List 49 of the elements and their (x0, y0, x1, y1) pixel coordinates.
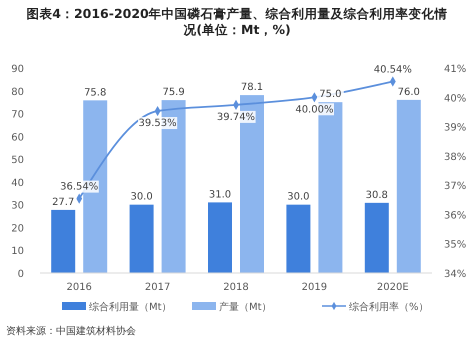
legend-label: 综合利用率（%） (349, 301, 429, 313)
legend-label: 综合利用量（Mt） (89, 301, 172, 313)
data-label: 76.0 (398, 86, 420, 98)
bar (51, 210, 76, 273)
y-tick-label: 70 (11, 110, 24, 121)
data-label: 78.1 (240, 82, 264, 94)
data-label: 39.53% (138, 118, 177, 130)
y2-tick-label: 36% (444, 210, 466, 222)
x-tick-label: 2017 (144, 282, 170, 293)
y2-tick-label: 34% (444, 269, 466, 280)
x-tick-label: 2020E (376, 282, 409, 293)
legend-label: 产量（Mt） (219, 301, 272, 313)
x-tick-label: 2016 (66, 282, 92, 293)
bar (286, 204, 310, 273)
y2-tick-label: 41% (444, 64, 466, 75)
data-label: 31.0 (208, 189, 232, 200)
text: 资料来源：中国建筑材料协会 (6, 325, 136, 337)
data-label: 36.54% (60, 182, 98, 193)
y-tick-label: 80 (11, 86, 24, 98)
data-label: 27.7 (52, 196, 74, 208)
bar (130, 204, 154, 273)
data-label: 39.74% (216, 112, 256, 123)
y-tick-label: 10 (11, 246, 24, 258)
data-label: 75.0 (319, 89, 342, 100)
data-label: 30.8 (366, 190, 388, 201)
bar (396, 100, 421, 273)
y2-tick-label: 39% (444, 122, 466, 134)
bar (208, 202, 232, 273)
y2-tick-label: 38% (444, 152, 466, 163)
y-tick-label: 60 (11, 132, 24, 144)
y-tick-label: 90 (11, 64, 24, 75)
y2-tick-label: 35% (444, 240, 466, 251)
y-tick-label: 0 (18, 269, 24, 280)
data-label: 30.0 (287, 192, 310, 203)
bar (364, 202, 389, 273)
data-label: 40.00% (295, 104, 334, 116)
chart-title: 图表4：2016-2020年中国磷石膏产量、综合利用量及综合利用率变化情况(单位：Mt，%) (26, 6, 448, 37)
data-label: 30.0 (130, 192, 153, 203)
y-tick-label: 30 (11, 200, 24, 212)
x-tick-label: 2019 (302, 282, 328, 293)
y-tick-label: 50 (11, 155, 24, 166)
data-label: 75.9 (162, 87, 185, 98)
data-label: 40.54% (374, 64, 412, 76)
y2-tick-label: 40% (444, 93, 466, 104)
y-tick-label: 40 (11, 178, 24, 189)
x-tick-label: 2018 (223, 282, 249, 293)
data-label: 75.8 (84, 87, 106, 98)
y-tick-label: 20 (11, 223, 24, 234)
y2-tick-label: 37% (444, 181, 466, 192)
